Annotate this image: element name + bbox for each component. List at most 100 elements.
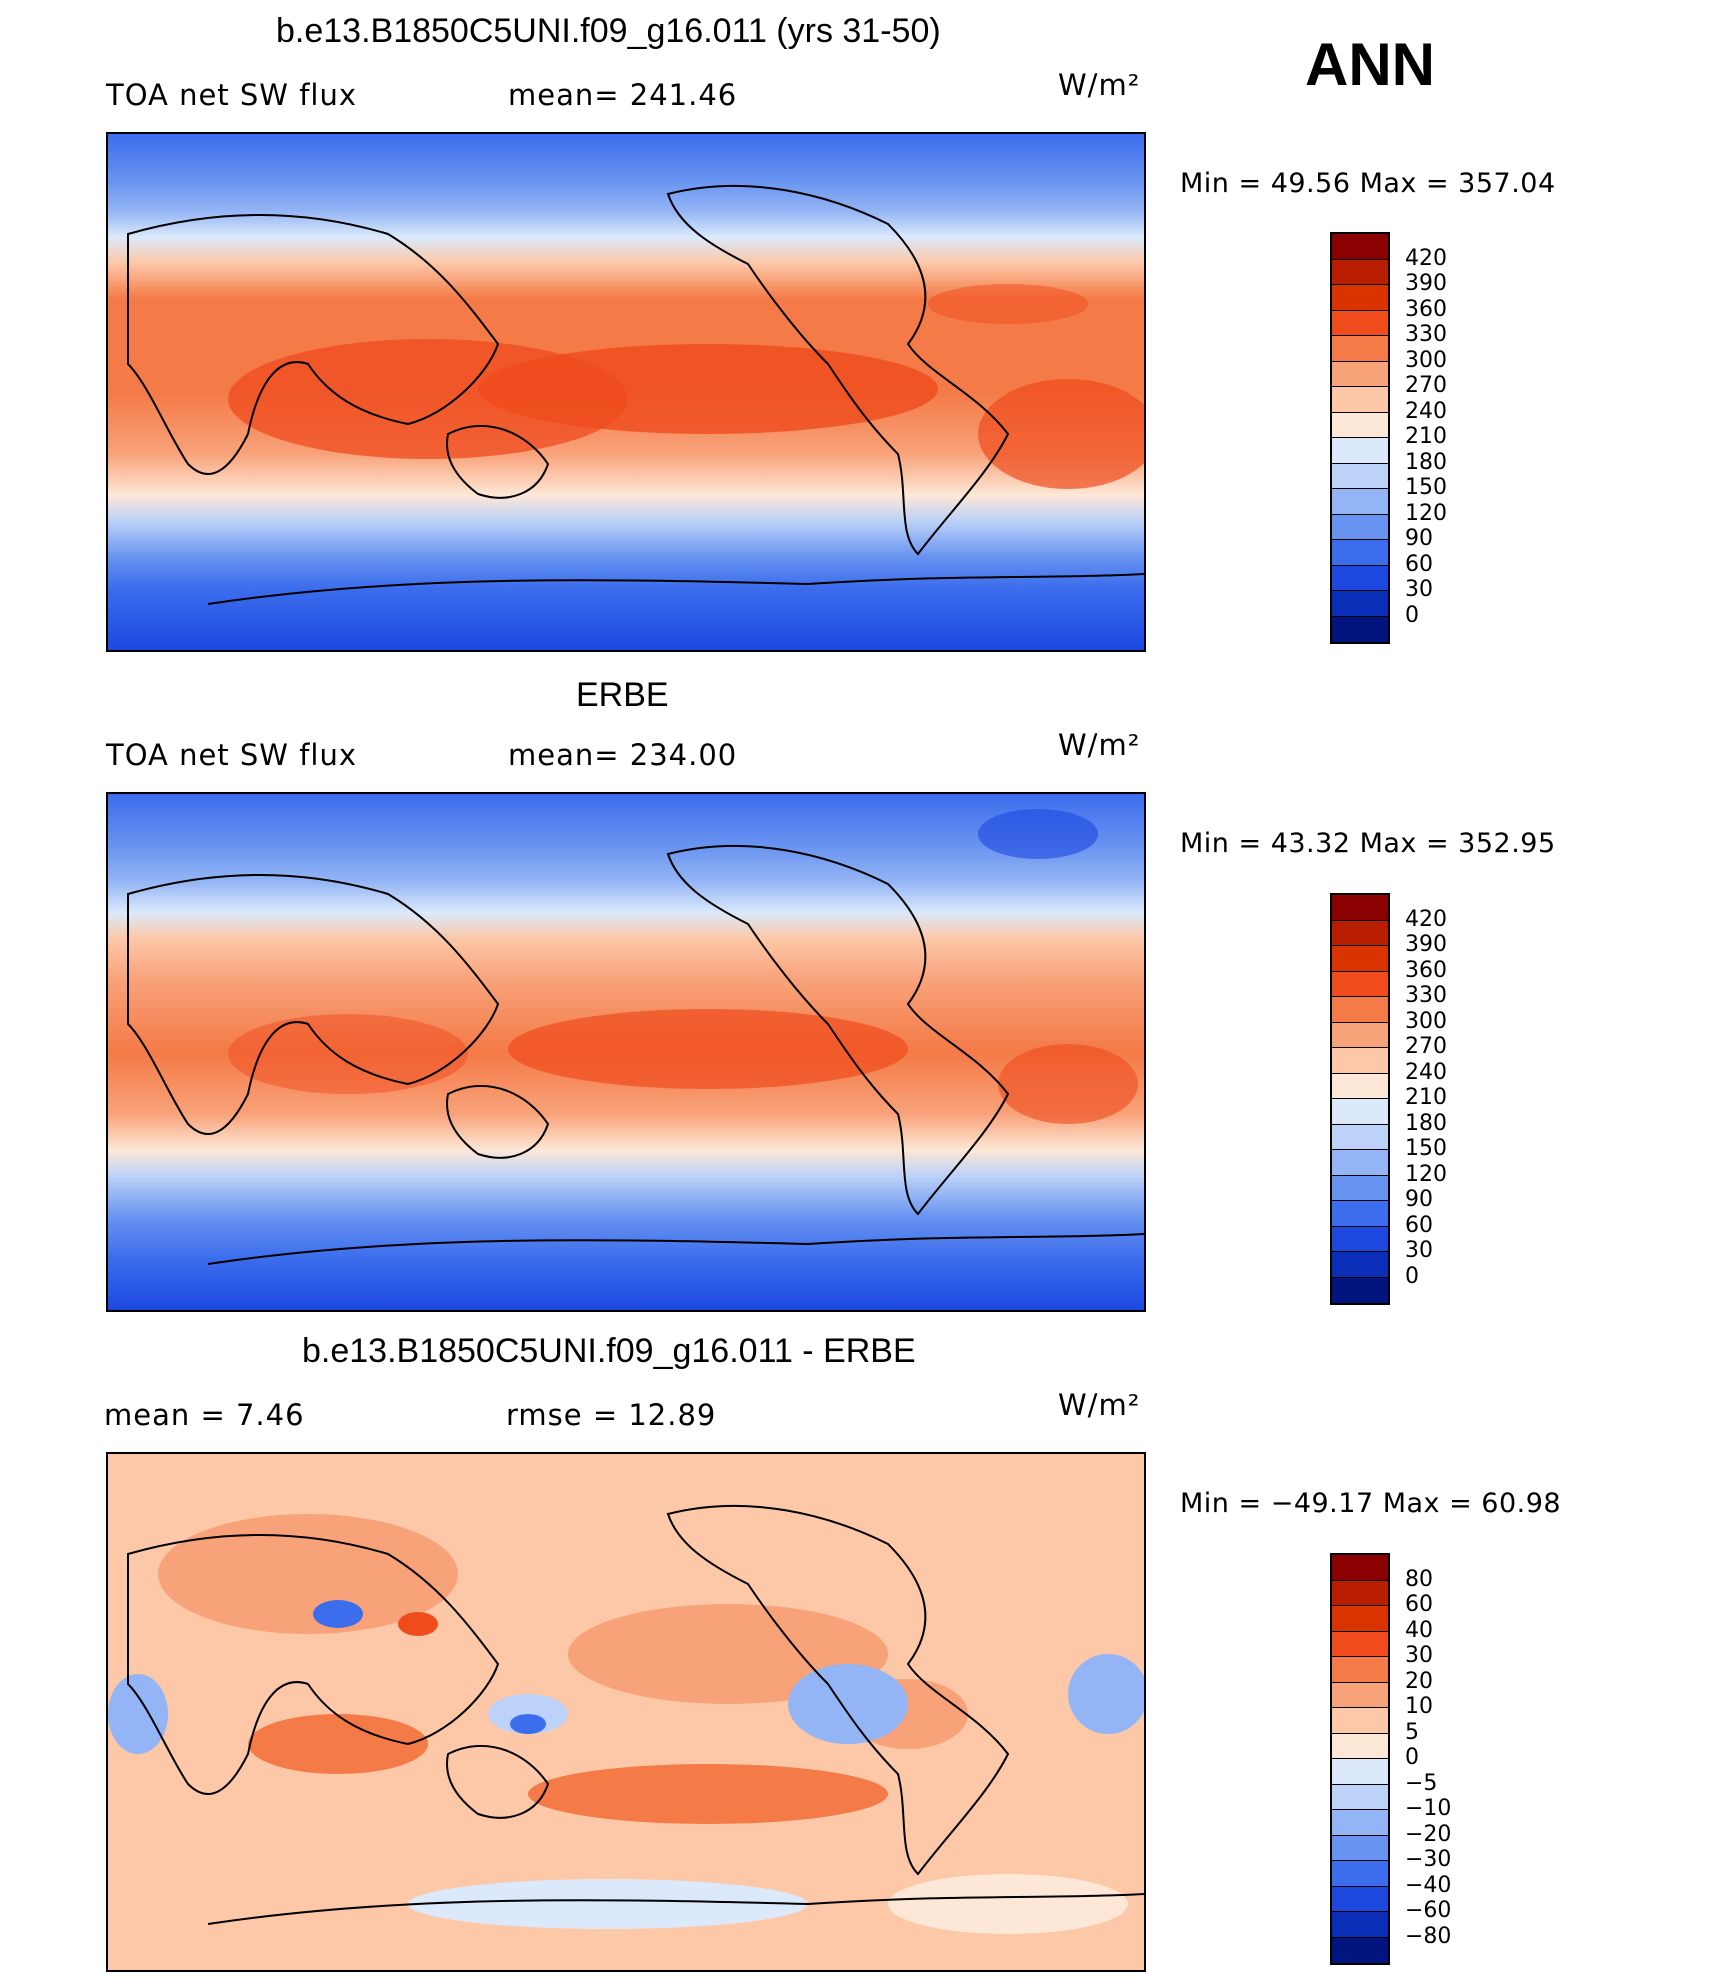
colorbar-swatch: [1332, 565, 1388, 591]
colorbar-swatch: [1332, 1099, 1388, 1125]
colorbar-swatch: [1332, 1861, 1388, 1887]
colorbar-swatch: [1332, 1606, 1388, 1632]
panel-1-coastlines: [127, 185, 1144, 605]
panel-2-field: [108, 794, 1144, 1310]
colorbar-tick-label: 0: [1405, 602, 1419, 628]
colorbar-tick-label: 420: [1405, 906, 1447, 932]
colorbar-tick-label: 210: [1405, 1085, 1447, 1110]
colorbar-tick-label: 390: [1405, 932, 1447, 957]
colorbar-tick-label: 60: [1405, 551, 1433, 577]
panel-2-title: ERBE: [576, 676, 669, 714]
panel-2-map: [106, 792, 1146, 1312]
colorbar-tick-label: −60: [1405, 1898, 1452, 1923]
panel-3-map: [106, 1452, 1146, 1972]
colorbar-swatch: [1332, 1733, 1388, 1759]
colorbar-swatch: [1332, 1937, 1388, 1963]
colorbar-tick-label: 90: [1405, 526, 1433, 551]
colorbar-tick-label: 360: [1405, 296, 1447, 322]
panel-3-minmax: Min = −49.17 Max = 60.98: [1180, 1488, 1562, 1519]
colorbar-tick-label: 20: [1405, 1668, 1433, 1694]
colorbar-swatch: [1332, 234, 1388, 260]
colorbar-tick-label: 180: [1405, 449, 1447, 475]
colorbar-tick-label: 240: [1405, 398, 1447, 424]
colorbar-tick-label: −5: [1405, 1770, 1438, 1796]
panel-2-units-label: W/m²: [1058, 728, 1141, 762]
panel-1-field: [108, 134, 1144, 650]
colorbar-tick-label: 10: [1405, 1694, 1433, 1719]
panel-3-field: [108, 1454, 1144, 1970]
colorbar-swatch: [1332, 336, 1388, 362]
panel-2-minmax: Min = 43.32 Max = 352.95: [1180, 828, 1556, 859]
colorbar-tick-label: 30: [1405, 577, 1433, 602]
colorbar-swatch: [1332, 997, 1388, 1023]
colorbar-tick-label: 240: [1405, 1059, 1447, 1085]
colorbar-tick-label: 390: [1405, 271, 1447, 296]
colorbar-tick-label: 300: [1405, 347, 1447, 373]
colorbar-swatch: [1332, 310, 1388, 336]
colorbar-swatch: [1332, 259, 1388, 285]
panel-2-coastlines: [127, 845, 1144, 1265]
panel-1-variable-label: TOA net SW flux: [106, 78, 358, 112]
colorbar-swatch: [1332, 1810, 1388, 1836]
colorbar-tick-label: 0: [1405, 1263, 1419, 1289]
colorbar-tick-label: 80: [1405, 1566, 1433, 1592]
colorbar-swatch: [1332, 1682, 1388, 1708]
colorbar-tick-label: 120: [1405, 1161, 1447, 1187]
colorbar-swatch: [1332, 1124, 1388, 1150]
colorbar-swatch: [1332, 1657, 1388, 1683]
colorbar-tick-label: 300: [1405, 1008, 1447, 1034]
colorbar-swatch: [1332, 540, 1388, 566]
colorbar-tick-label: 270: [1405, 373, 1447, 398]
colorbar-tick-label: 180: [1405, 1110, 1447, 1136]
panel-1-units-label: W/m²: [1058, 68, 1141, 102]
colorbar-swatch: [1332, 591, 1388, 617]
panel-2-colorbar: [1330, 893, 1390, 1305]
colorbar-swatch: [1332, 616, 1388, 642]
colorbar-swatch: [1332, 285, 1388, 311]
colorbar-swatch: [1332, 946, 1388, 972]
colorbar-swatch: [1332, 1073, 1388, 1099]
colorbar-tick-label: 270: [1405, 1034, 1447, 1059]
colorbar-swatch: [1332, 1175, 1388, 1201]
colorbar-swatch: [1332, 1252, 1388, 1278]
colorbar-swatch: [1332, 895, 1388, 921]
panel-2-variable-label: TOA net SW flux: [106, 738, 358, 772]
colorbar-swatch: [1332, 1201, 1388, 1227]
colorbar-tick-label: −10: [1405, 1796, 1452, 1821]
colorbar-tick-label: 150: [1405, 475, 1447, 500]
colorbar-swatch: [1332, 1226, 1388, 1252]
panel-1-map: [106, 132, 1146, 652]
colorbar-swatch: [1332, 1150, 1388, 1176]
colorbar-tick-label: 420: [1405, 245, 1447, 271]
panel-1-mean-label: mean= 241.46: [508, 78, 738, 112]
colorbar-tick-label: −40: [1405, 1872, 1452, 1898]
panel-3-coastlines: [127, 1505, 1144, 1925]
panel-3-units-label: W/m²: [1058, 1388, 1141, 1422]
colorbar-swatch: [1332, 463, 1388, 489]
colorbar-swatch: [1332, 1912, 1388, 1938]
colorbar-swatch: [1332, 1835, 1388, 1861]
colorbar-swatch: [1332, 1022, 1388, 1048]
panel-1-minmax: Min = 49.56 Max = 357.04: [1180, 168, 1556, 199]
colorbar-swatch: [1332, 1886, 1388, 1912]
colorbar-tick-label: 60: [1405, 1592, 1433, 1617]
colorbar-tick-label: 330: [1405, 983, 1447, 1008]
colorbar-tick-label: 120: [1405, 500, 1447, 526]
colorbar-swatch: [1332, 1784, 1388, 1810]
colorbar-swatch: [1332, 438, 1388, 464]
colorbar-tick-label: 360: [1405, 957, 1447, 983]
colorbar-swatch: [1332, 1048, 1388, 1074]
colorbar-swatch: [1332, 1580, 1388, 1606]
colorbar-tick-label: 5: [1405, 1719, 1419, 1745]
panel-1-colorbar: [1330, 232, 1390, 644]
panel-3-mean-label: mean = 7.46: [104, 1398, 305, 1432]
colorbar-tick-label: −20: [1405, 1821, 1452, 1847]
colorbar-swatch: [1332, 1631, 1388, 1657]
season-label: ANN: [1305, 31, 1435, 98]
panel-1-title: b.e13.B1850C5UNI.f09_g16.011 (yrs 31-50): [276, 12, 941, 50]
colorbar-swatch: [1332, 412, 1388, 438]
colorbar-tick-label: 30: [1405, 1643, 1433, 1668]
colorbar-swatch: [1332, 1277, 1388, 1303]
colorbar-tick-label: 30: [1405, 1238, 1433, 1263]
panel-3-rmse-label: rmse = 12.89: [506, 1398, 717, 1432]
